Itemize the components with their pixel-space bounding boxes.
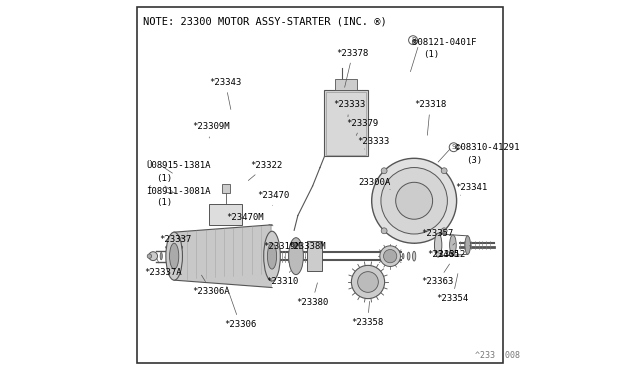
Text: *23333: *23333: [357, 137, 389, 149]
Text: *23354: *23354: [436, 274, 468, 303]
Text: (3): (3): [466, 155, 482, 165]
Bar: [222, 184, 230, 193]
Text: *23318: *23318: [414, 100, 447, 135]
Text: *23319M: *23319M: [263, 243, 300, 258]
Text: *23337: *23337: [159, 235, 191, 244]
Ellipse shape: [160, 253, 163, 260]
Text: *23341: *23341: [455, 183, 487, 195]
Bar: [209, 205, 243, 225]
Circle shape: [358, 272, 378, 292]
Text: *23333: *23333: [333, 100, 365, 117]
Text: B: B: [411, 37, 415, 43]
Ellipse shape: [289, 238, 303, 275]
Text: *23310: *23310: [266, 271, 299, 286]
Text: *23357: *23357: [422, 230, 454, 238]
Circle shape: [351, 265, 385, 299]
Text: 23300A: 23300A: [359, 178, 391, 190]
Ellipse shape: [166, 232, 182, 280]
Text: (1): (1): [156, 198, 172, 207]
Bar: [326, 92, 366, 155]
Circle shape: [148, 252, 157, 260]
Polygon shape: [174, 225, 272, 288]
Text: Ü08915-1381A: Ü08915-1381A: [147, 161, 211, 170]
Text: *23379: *23379: [346, 119, 378, 135]
Bar: [307, 241, 322, 271]
Ellipse shape: [170, 243, 179, 269]
Circle shape: [383, 250, 397, 263]
Text: *23380: *23380: [296, 283, 328, 307]
Text: ©08310-41291: ©08310-41291: [455, 143, 519, 152]
Text: *23358: *23358: [351, 301, 383, 327]
Ellipse shape: [449, 235, 456, 255]
Ellipse shape: [435, 233, 442, 257]
Text: *23306A: *23306A: [193, 275, 230, 296]
Text: ^233  008: ^233 008: [475, 351, 520, 360]
Text: Í08911-3081A: Í08911-3081A: [147, 187, 211, 196]
Circle shape: [372, 158, 456, 243]
Text: (1): (1): [156, 174, 172, 183]
Bar: [335, 79, 357, 90]
Text: NOTE: 23300 MOTOR ASSY-STARTER (INC. ®): NOTE: 23300 MOTOR ASSY-STARTER (INC. ®): [143, 17, 387, 27]
Circle shape: [441, 228, 447, 234]
Ellipse shape: [413, 251, 416, 261]
Text: (1): (1): [424, 51, 440, 60]
Ellipse shape: [264, 231, 280, 281]
Text: *23306: *23306: [224, 286, 256, 329]
Text: *23343: *23343: [209, 78, 241, 109]
Ellipse shape: [402, 253, 404, 259]
Circle shape: [147, 254, 152, 259]
Circle shape: [180, 246, 182, 249]
Circle shape: [396, 182, 433, 219]
Text: *23378: *23378: [337, 49, 369, 87]
Circle shape: [166, 246, 168, 249]
Circle shape: [381, 168, 387, 174]
Circle shape: [381, 228, 387, 234]
Ellipse shape: [268, 243, 276, 269]
Text: *23470M: *23470M: [226, 213, 273, 226]
Circle shape: [173, 272, 175, 275]
Text: *23465: *23465: [427, 243, 460, 259]
Text: *23337A: *23337A: [145, 259, 182, 277]
Circle shape: [441, 168, 447, 174]
Circle shape: [380, 246, 401, 266]
Text: *23309M: *23309M: [193, 122, 230, 138]
Text: *23363: *23363: [422, 264, 454, 286]
Text: *23322: *23322: [248, 161, 282, 180]
Ellipse shape: [465, 236, 470, 254]
Ellipse shape: [170, 247, 178, 265]
Text: *23470: *23470: [257, 191, 289, 205]
Ellipse shape: [407, 252, 410, 260]
Ellipse shape: [167, 240, 182, 273]
Bar: [324, 90, 368, 157]
Text: *23338M: *23338M: [289, 243, 326, 258]
Circle shape: [381, 167, 447, 234]
Text: S: S: [452, 144, 456, 150]
Text: *23312: *23312: [433, 245, 472, 259]
Text: ®08121-0401F: ®08121-0401F: [412, 38, 477, 46]
